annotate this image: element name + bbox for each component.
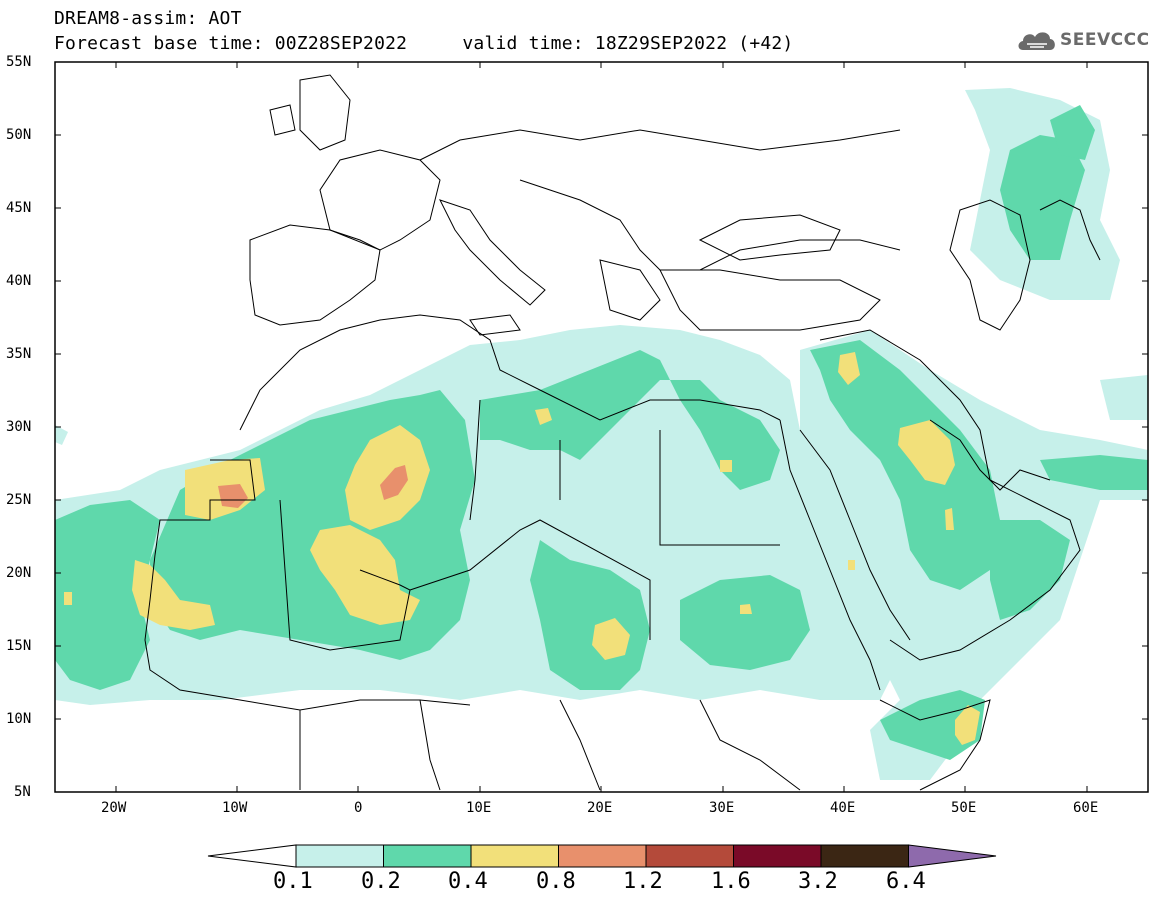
aot-level-0.8	[218, 465, 408, 508]
colorbar-swatch-1.2	[645, 844, 734, 868]
lon-label-0: 0	[354, 800, 363, 816]
chart-subtitle: Forecast base time: 00Z28SEP2022 valid t…	[54, 33, 794, 54]
lat-label-35n: 35N	[6, 346, 32, 362]
colorbar-swatch-0.2	[383, 844, 472, 868]
lat-label-10n: 10N	[6, 711, 32, 727]
lat-label-5n: 5N	[14, 784, 31, 800]
colorbar-label-6.4: 6.4	[886, 869, 926, 894]
lon-label-20w: 20W	[101, 800, 127, 816]
axis-ticks	[55, 61, 1148, 793]
colorbar-swatch-0.4	[470, 844, 559, 868]
cloud-icon	[1018, 32, 1055, 50]
colorbar-low-arrow	[207, 844, 297, 868]
colorbar	[207, 844, 997, 868]
aot-contours	[55, 88, 1148, 780]
lat-label-40n: 40N	[6, 273, 32, 289]
colorbar-label-0.1: 0.1	[273, 869, 313, 894]
lat-label-45n: 45N	[6, 200, 32, 216]
colorbar-label-0.4: 0.4	[448, 869, 488, 894]
logo-text: SEEVCCC	[1060, 30, 1150, 50]
colorbar-swatch-0.8	[558, 844, 647, 868]
lat-label-55n: 55N	[6, 54, 32, 70]
lon-label-50e: 50E	[951, 800, 977, 816]
colorbar-label-0.8: 0.8	[536, 869, 576, 894]
lon-label-60e: 60E	[1073, 800, 1099, 816]
colorbar-label-0.2: 0.2	[361, 869, 401, 894]
lat-label-20n: 20N	[6, 565, 32, 581]
coastlines	[144, 74, 1101, 791]
chart-title: DREAM8-assim: AOT	[54, 8, 242, 29]
colorbar-label-3.2: 3.2	[798, 869, 838, 894]
lon-label-20e: 20E	[587, 800, 613, 816]
lon-label-40e: 40E	[830, 800, 856, 816]
lat-label-15n: 15N	[6, 638, 32, 654]
colorbar-label-1.2: 1.2	[623, 869, 663, 894]
lat-label-30n: 30N	[6, 419, 32, 435]
colorbar-label-1.6: 1.6	[711, 869, 751, 894]
lon-label-30e: 30E	[709, 800, 735, 816]
colorbar-swatch-3.2	[820, 844, 909, 868]
colorbar-swatch-0.1	[295, 844, 384, 868]
lon-label-10e: 10E	[466, 800, 492, 816]
lon-label-10w: 10W	[222, 800, 248, 816]
colorbar-swatch-1.6	[733, 844, 822, 868]
lat-label-25n: 25N	[6, 492, 32, 508]
lat-label-50n: 50N	[6, 127, 32, 143]
colorbar-high-arrow	[908, 844, 997, 868]
